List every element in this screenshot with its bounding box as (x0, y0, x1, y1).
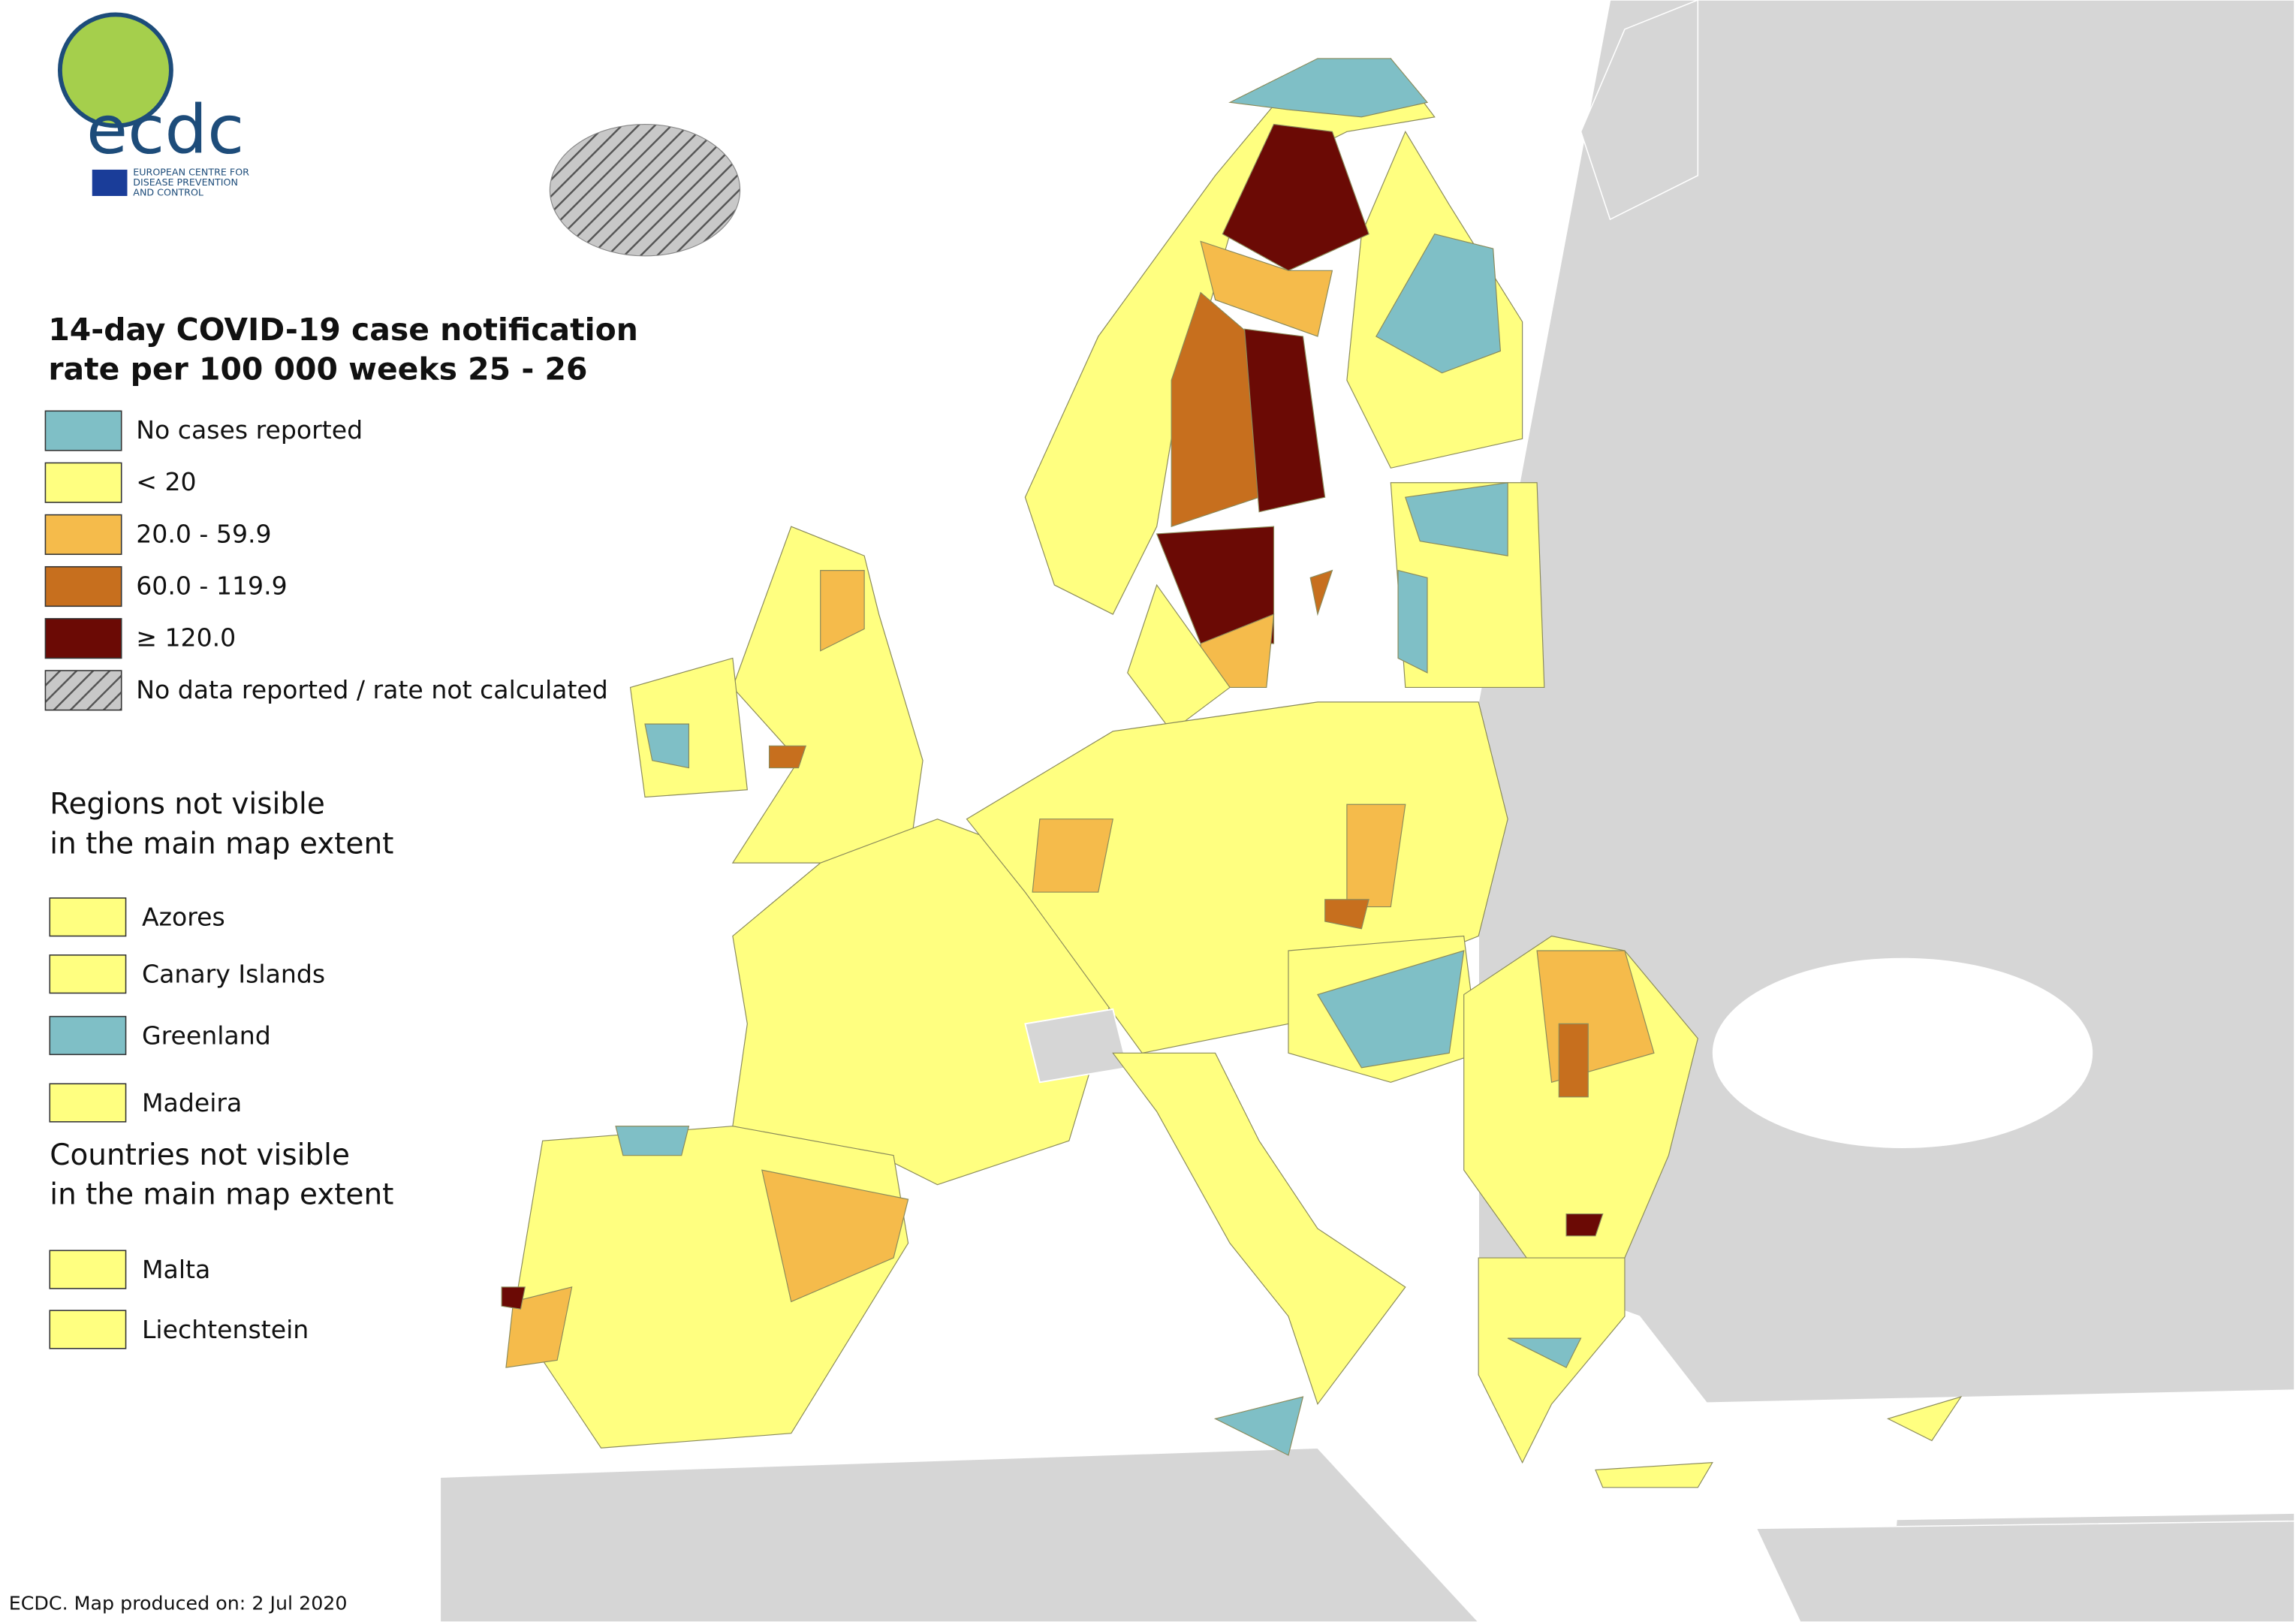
legend-label: Azores (142, 903, 225, 932)
legend-swatch (44, 514, 122, 555)
title: 14-day COVID-19 case notification (48, 312, 638, 348)
footer: ECDC. Map produced on: 2 Jul 2020 (9, 1592, 348, 1614)
legend-label: Liechtenstein (142, 1315, 309, 1344)
legend-swatch (49, 954, 127, 994)
title: rate per 100 000 weeks 25 - 26 (48, 351, 587, 387)
legend-label: Malta (142, 1255, 210, 1284)
legend-label: No data reported / rate not calculated (136, 675, 608, 704)
legend-swatch (49, 1310, 127, 1349)
legend-swatch (49, 897, 127, 937)
legend-swatch (49, 1083, 127, 1123)
map-base (439, 0, 2295, 1622)
legend-label: Canary Islands (142, 960, 325, 989)
legend-swatch (44, 462, 122, 503)
legend-swatch (44, 618, 122, 659)
logo-subtitle: DISEASE PREVENTION (133, 176, 238, 188)
eu-flag (92, 169, 128, 196)
logo-name: ecdc (86, 92, 244, 170)
logo-subtitle: AND CONTROL (133, 187, 203, 198)
logo-globe (57, 12, 173, 128)
logo: ecdc EUROPEAN CENTRE FOR DISEASE PREVENT… (57, 12, 249, 198)
legend-label: Madeira (142, 1088, 242, 1117)
legend-swatch (44, 565, 122, 607)
legend-label: 60.0 - 119.9 (136, 571, 288, 601)
countries-heading: Countries not visible (50, 1138, 350, 1172)
regions-heading: Regions not visible (50, 788, 325, 822)
legend-label: < 20 (136, 467, 196, 496)
legend-swatch (49, 1015, 127, 1056)
legend-swatch (44, 410, 122, 451)
legend-label: ≥ 120.0 (136, 623, 236, 653)
legend-swatch (44, 670, 122, 711)
legend-label: No cases reported (136, 415, 363, 445)
legend-label: 20.0 - 59.9 (136, 519, 271, 548)
regions-heading: in the main map extent (50, 827, 393, 861)
map-regions (501, 58, 1963, 1488)
legend-swatch (49, 1250, 127, 1289)
logo-subtitle: EUROPEAN CENTRE FOR (133, 166, 249, 177)
countries-heading: in the main map extent (50, 1178, 393, 1212)
legend-label: Greenland (142, 1021, 271, 1050)
